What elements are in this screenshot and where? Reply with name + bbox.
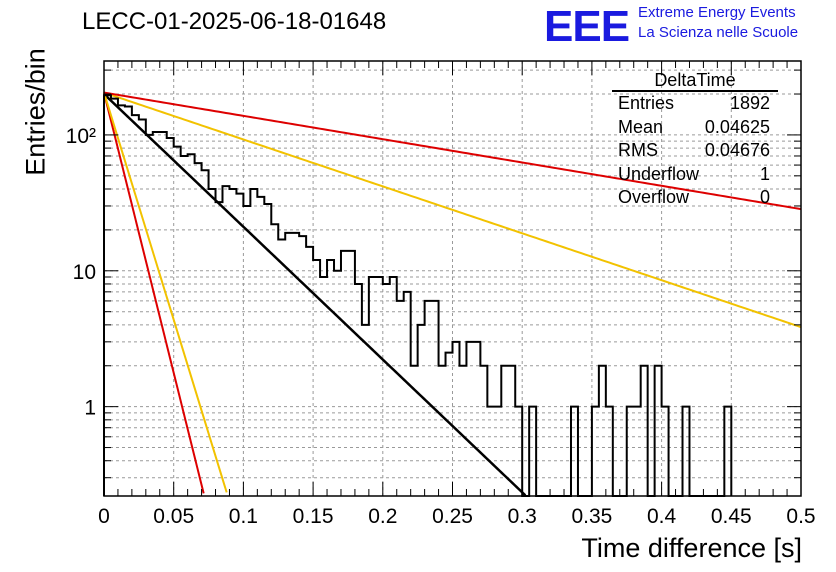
stats-value: 0.04676 xyxy=(704,140,770,160)
stats-row-entries: Entries 1892 xyxy=(612,92,778,116)
tick-labels: 0 0.05 0.1 0.15 0.2 0.25 0.3 0.35 0.4 0.45 0.51101… xyxy=(66,125,816,528)
x-tick-label: 0.05 xyxy=(153,505,194,528)
fit-curves xyxy=(103,91,802,497)
stats-label: Mean xyxy=(618,116,664,137)
x-tick-label: 0.35 xyxy=(571,505,612,528)
axis-ticks xyxy=(103,61,802,496)
stats-value: 1 xyxy=(759,163,770,184)
eee-logo: EEE xyxy=(544,2,630,51)
x-tick-label: 0.5 xyxy=(786,505,815,528)
stats-label: Entries xyxy=(618,93,675,113)
logo-line-2: La Scienza nelle Scuole xyxy=(638,24,799,41)
curve-red-shallow xyxy=(103,91,802,211)
x-tick-label: 0.15 xyxy=(293,505,334,528)
stats-label: Overflow xyxy=(618,187,690,207)
stats-label: Underflow xyxy=(618,163,700,184)
x-tick-label: 0.3 xyxy=(508,505,537,528)
curve-yellow-shallow xyxy=(103,91,802,329)
y-axis-label: Entries/bin xyxy=(20,48,51,176)
x-tick-label: 0.25 xyxy=(432,505,473,528)
stats-row-rms: RMS 0.04676 xyxy=(612,139,778,163)
stats-header: DeltaTime xyxy=(612,70,778,92)
x-tick-label: 0 xyxy=(98,505,110,528)
stats-label: RMS xyxy=(618,140,658,160)
curve-red-steep xyxy=(103,92,205,494)
x-tick-label: 0.4 xyxy=(647,505,677,528)
chart-title: LECC-01-2025-06-18-01648 xyxy=(82,8,387,35)
stats-value: 0 xyxy=(759,187,770,207)
stats-row-mean: Mean 0.04625 xyxy=(612,116,778,140)
stats-row-overflow: Overflow 0 xyxy=(612,186,778,210)
stats-row-underflow: Underflow 1 xyxy=(612,163,778,187)
x-axis-label: Time difference [s] xyxy=(581,533,802,563)
y-tick-label: 10² xyxy=(66,125,96,148)
curve-yellow-steep xyxy=(103,92,228,493)
logo-line-1: Extreme Energy Events xyxy=(638,4,796,21)
x-tick-label: 0.1 xyxy=(229,505,258,528)
y-tick-label: 10 xyxy=(73,261,96,284)
curve-fit xyxy=(103,93,527,497)
x-tick-label: 0.45 xyxy=(711,505,752,528)
stats-value: 0.04625 xyxy=(704,116,770,137)
y-tick-label: 1 xyxy=(84,397,96,420)
stats-box: DeltaTime Entries 1892 Mean 0.04625 RMS … xyxy=(612,70,778,210)
stats-value: 1892 xyxy=(729,93,770,113)
x-tick-label: 0.2 xyxy=(368,505,397,528)
